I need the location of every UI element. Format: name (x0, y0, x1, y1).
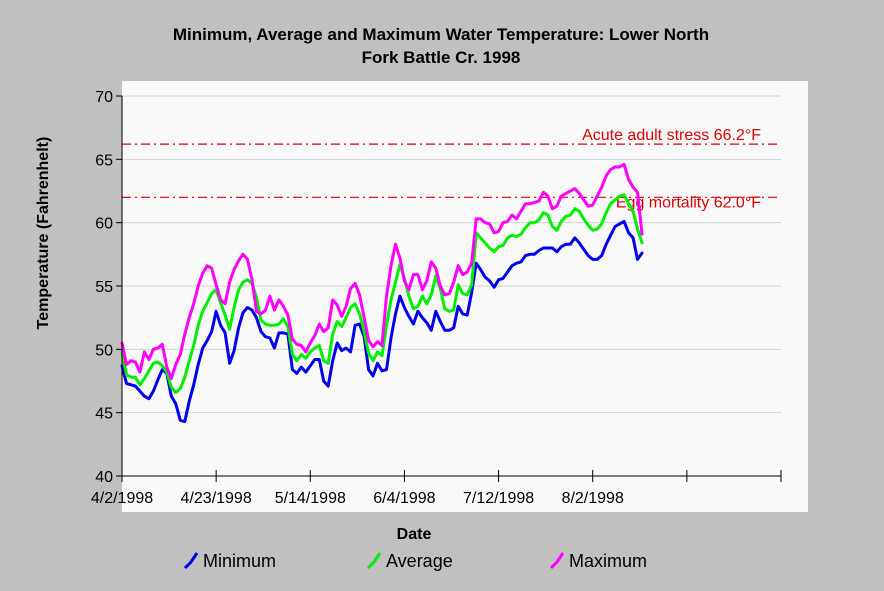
x-tick-label: 4/23/1998 (181, 490, 252, 507)
y-axis-label: Temperature (Fahrenhelt) (35, 137, 52, 330)
x-tick-label: 7/12/1998 (463, 490, 534, 507)
plot-area (122, 81, 808, 512)
x-tick-label: 4/2/1998 (91, 490, 153, 507)
x-tick-label: 5/14/1998 (275, 490, 346, 507)
series-line-maximum (120, 162, 644, 380)
series (120, 162, 644, 423)
chart-title-line2: Fork Battle Cr. 1998 (362, 48, 521, 67)
y-tick-label: 60 (95, 216, 113, 233)
axes: 40 45 50 55 60 65 70 4/2/1998 4/23/1998 5/14/1998… (91, 89, 782, 507)
y-tick-label: 50 (95, 342, 113, 359)
y-tick-label: 65 (95, 152, 113, 169)
reference-label: Acute adult stress 66.2°F (582, 127, 761, 144)
chart-title-line1: Minimum, Average and Maximum Water Tempe… (173, 25, 709, 44)
y-tick-label: 70 (95, 89, 113, 106)
x-tick-label: 6/4/1998 (373, 490, 435, 507)
y-tick-label: 40 (95, 469, 113, 486)
legend: Minimum Average Maximum (183, 551, 647, 571)
y-tick-label: 45 (95, 406, 113, 423)
legend-swatch-average (366, 552, 382, 570)
x-axis-label: Date (397, 526, 432, 543)
legend-swatch-minimum (183, 552, 199, 570)
reference-lines: Acute adult stress 66.2°F Egg mortality 6… (122, 127, 781, 211)
legend-swatch-maximum (549, 552, 565, 570)
x-tick-label: 8/2/1998 (562, 490, 624, 507)
legend-label-average: Average (386, 551, 453, 571)
reference-label: Egg mortality 62.0°F (616, 194, 761, 211)
series-line-minimum (120, 219, 644, 423)
legend-label-minimum: Minimum (203, 551, 276, 571)
legend-label-maximum: Maximum (569, 551, 647, 571)
series-line-average (120, 193, 644, 394)
y-tick-label: 55 (95, 279, 113, 296)
